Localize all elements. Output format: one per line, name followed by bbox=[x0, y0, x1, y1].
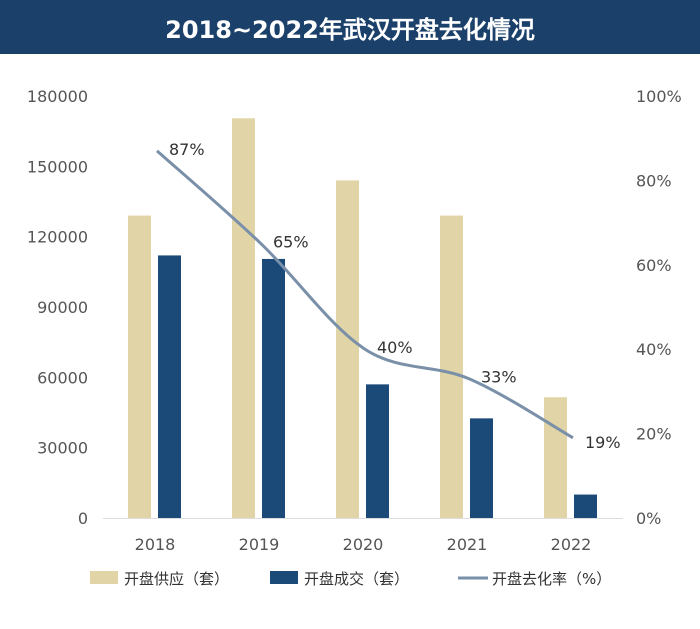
rate-label: 40% bbox=[377, 338, 413, 357]
rate-label: 65% bbox=[273, 233, 309, 252]
bar-sold bbox=[262, 258, 285, 518]
right-axis-tick: 80% bbox=[636, 171, 672, 190]
rate-label: 87% bbox=[169, 140, 205, 159]
x-axis-tick: 2018 bbox=[135, 535, 176, 554]
left-axis-tick: 30000 bbox=[37, 439, 88, 458]
bar-sold bbox=[366, 384, 389, 518]
left-axis-tick: 120000 bbox=[27, 228, 88, 247]
bar-supply bbox=[544, 397, 567, 518]
chart-title: 2018~2022年武汉开盘去化情况 bbox=[0, 0, 700, 54]
left-axis-tick: 0 bbox=[78, 509, 88, 528]
bar-sold bbox=[574, 494, 597, 518]
x-axis-tick: 2020 bbox=[343, 535, 384, 554]
right-axis-tick: 0% bbox=[636, 509, 661, 528]
legend-swatch bbox=[90, 571, 118, 584]
bar-supply bbox=[232, 118, 255, 519]
rate-label: 19% bbox=[585, 433, 621, 452]
right-axis-tick: 60% bbox=[636, 256, 672, 275]
legend-label: 开盘供应（套） bbox=[124, 570, 229, 588]
left-axis-tick: 150000 bbox=[27, 157, 88, 176]
left-axis-tick: 90000 bbox=[37, 298, 88, 317]
x-axis-tick: 2022 bbox=[551, 535, 592, 554]
bar-sold bbox=[158, 255, 181, 518]
bar-supply bbox=[440, 215, 463, 519]
bar-supply bbox=[128, 215, 151, 519]
legend-label: 开盘去化率（%） bbox=[492, 570, 611, 588]
legend-label: 开盘成交（套） bbox=[304, 570, 409, 588]
right-axis-tick: 40% bbox=[636, 340, 672, 359]
right-axis-tick: 100% bbox=[636, 87, 682, 106]
x-axis-tick: 2019 bbox=[239, 535, 280, 554]
rate-line bbox=[156, 149, 574, 440]
legend-swatch bbox=[270, 571, 298, 584]
right-axis-tick: 20% bbox=[636, 425, 672, 444]
bar-supply bbox=[336, 180, 359, 518]
x-axis-tick: 2021 bbox=[447, 535, 488, 554]
left-axis-tick: 180000 bbox=[27, 87, 88, 106]
rate-label: 33% bbox=[481, 368, 517, 387]
bar-sold bbox=[470, 418, 493, 518]
left-axis-tick: 60000 bbox=[37, 368, 88, 387]
